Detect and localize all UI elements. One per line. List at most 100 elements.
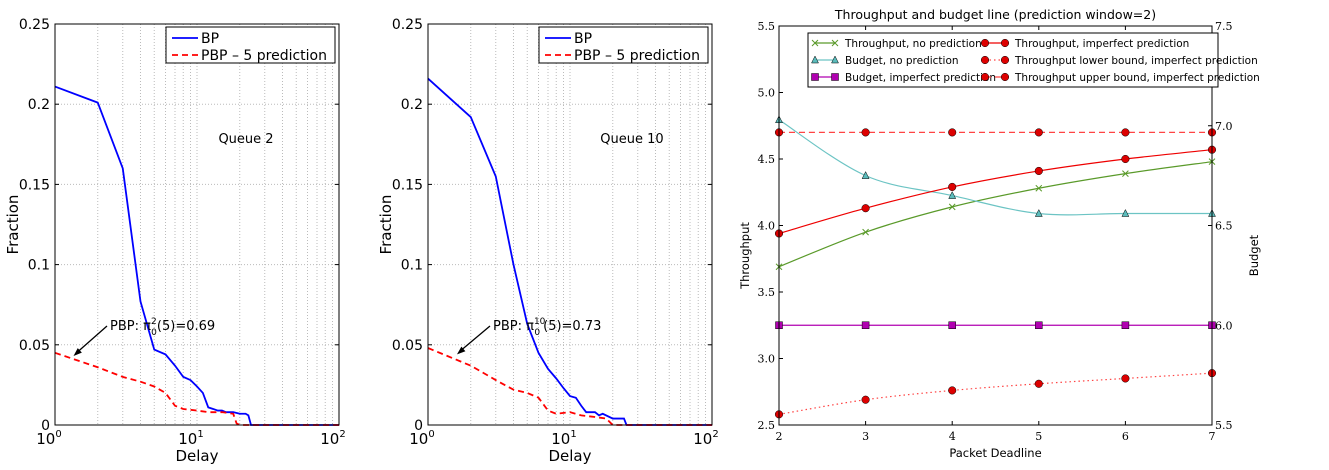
x-tick-base: 10	[36, 430, 55, 448]
x-tick-label: 3	[862, 430, 869, 443]
arrow-head	[456, 346, 466, 355]
y2-axis-label: Budget	[1247, 234, 1261, 276]
y-tick-label: 0.15	[19, 177, 50, 193]
data-point-marker	[1034, 128, 1043, 137]
x-tick-label: 101	[551, 429, 576, 448]
legend-marker	[1000, 72, 1010, 82]
x-tick-label: 5	[1035, 430, 1042, 443]
legend-label: BP	[201, 31, 219, 47]
plot-frame	[54, 23, 340, 426]
y-tick-label: 0	[41, 418, 50, 434]
data-point-marker	[1121, 208, 1130, 217]
y-axis-label: Throughput	[738, 222, 752, 290]
annotation-sup: 2	[151, 317, 157, 327]
annotation-suffix: (5)=0.69	[157, 319, 215, 334]
x-tick-exp: 2	[339, 429, 345, 440]
legend-label: BP	[574, 31, 592, 47]
y-axis-label: Fraction	[377, 195, 395, 255]
y-tick-label: 0.1	[401, 258, 423, 274]
y-tick-label: 0	[414, 418, 423, 434]
legend-marker	[980, 38, 990, 48]
arrow-head	[73, 348, 82, 357]
y-tick-label: 0.05	[392, 338, 423, 354]
x-tick-label: 102	[320, 429, 345, 448]
y2-tick-label: 6.0	[1215, 319, 1233, 332]
series-line-bp	[427, 77, 712, 426]
y-tick-label: 0.2	[401, 97, 423, 113]
legend-marker	[1000, 38, 1010, 48]
y2-tick-label: 5.5	[1215, 419, 1233, 432]
legend-label: Budget, no prediction	[845, 55, 959, 67]
data-point-marker	[861, 128, 870, 137]
queue-label: Queue 2	[218, 132, 273, 147]
data-point-marker	[948, 182, 957, 191]
annotation-text: PBP: π2 0(5)=0.69	[110, 317, 215, 338]
x-tick-label: 102	[693, 429, 718, 448]
annotation-arrow	[77, 325, 108, 353]
data-point-marker	[948, 128, 957, 137]
data-point-marker	[1034, 208, 1043, 217]
y-tick-label: 5.5	[758, 20, 776, 33]
data-point-marker	[861, 171, 870, 179]
y-tick-label: 0.15	[392, 177, 423, 193]
legend-marker	[811, 55, 819, 64]
y-tick-label: 3.0	[758, 353, 776, 366]
legend-label: Budget, imperfect prediction	[845, 72, 996, 84]
data-point-marker	[1034, 379, 1043, 388]
data-point-marker	[1035, 321, 1043, 329]
x-axis-label: Delay	[548, 447, 591, 465]
legend-marker	[831, 39, 839, 47]
x-tick-exp: 0	[55, 429, 61, 440]
annotation-suffix: (5)=0.73	[543, 319, 601, 334]
data-point-marker	[861, 321, 870, 329]
data-point-marker	[861, 204, 870, 213]
x-tick-exp: 1	[197, 429, 203, 440]
legend: Throughput, no prediction Budget, no pred…	[807, 32, 1260, 88]
data-point-marker	[1121, 321, 1130, 329]
x-tick-base: 10	[178, 430, 197, 448]
x-tick-exp: 1	[570, 429, 576, 440]
queue-label: Queue 10	[600, 132, 663, 147]
legend-label: Throughput upper bound, imperfect predic…	[1014, 72, 1260, 84]
data-point-marker	[948, 321, 956, 329]
annotation-arrow	[460, 325, 491, 351]
series-2	[775, 115, 1216, 217]
y2-tick-label: 7.5	[1215, 20, 1233, 33]
legend-marker	[831, 55, 839, 64]
data-point-marker	[1121, 128, 1130, 137]
data-point-marker	[862, 228, 869, 236]
x-tick-label: 100	[36, 429, 61, 448]
legend-marker	[980, 72, 990, 82]
y-tick-label: 4.5	[758, 153, 776, 166]
x-tick-label: 100	[409, 429, 434, 448]
y2-tick-label: 6.5	[1215, 220, 1233, 233]
y-tick-label: 0.05	[19, 338, 50, 354]
y-axis-label: Fraction	[4, 195, 22, 255]
series-3	[775, 321, 1216, 329]
series-1	[775, 158, 1216, 271]
chart-3: 2 3 4 5 6 7 2.5 3.0 3.5 4.0 4.5 5.0 5.5 5.5 6.0 6.5 7.0 7…	[738, 7, 1261, 460]
annotation-sup: 10	[534, 317, 546, 327]
legend-marker	[831, 73, 839, 81]
annotation-sub: 0	[151, 328, 157, 338]
y-tick-label: 0.2	[28, 97, 50, 113]
y-tick-label: 0.1	[28, 258, 50, 274]
legend-marker	[1000, 55, 1010, 65]
x-tick-base: 10	[551, 430, 570, 448]
legend-marker	[980, 55, 990, 65]
y2-tick-label: 7.0	[1215, 120, 1233, 133]
x-tick-label: 101	[178, 429, 203, 448]
legend-label: PBP – 5 prediction	[574, 48, 700, 64]
data-point-marker	[948, 203, 956, 211]
data-point-marker	[861, 395, 870, 404]
x-tick-exp: 2	[712, 429, 718, 440]
y-tick-label: 4.0	[758, 220, 776, 233]
x-tick-base: 10	[693, 430, 712, 448]
data-point-marker	[948, 386, 957, 395]
x-tick-base: 10	[409, 430, 428, 448]
legend-label: Throughput, imperfect prediction	[1014, 38, 1189, 50]
